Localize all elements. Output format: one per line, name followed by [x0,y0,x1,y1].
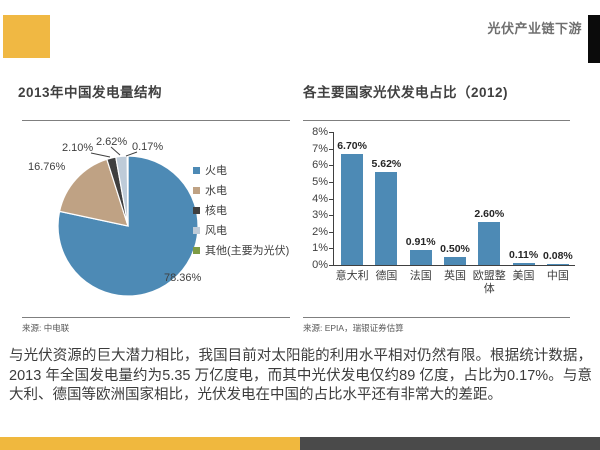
pie-legend: 火电水电核电风电其他(主要为光伏) [193,160,289,260]
y-tick-mark [329,231,333,233]
bar-4 [444,256,466,265]
y-tick-mark [329,248,333,250]
bar-chart-title: 各主要国家光伏发电占比（2012) [303,85,509,100]
y-tick-label: 4% [312,192,328,205]
legend-label: 火电 [205,165,227,177]
y-tick-label: 3% [312,209,328,222]
pie-label-leader-line [90,152,111,158]
pie-slice-5 [126,155,129,227]
y-tick-label: 7% [312,142,328,155]
x-category-label: 欧盟整体 [472,270,506,295]
bar-2 [375,171,398,265]
divider-line [22,317,290,318]
y-tick-mark [329,132,333,133]
legend-item: 其他(主要为光伏) [193,240,289,260]
pie-slice-2 [58,158,129,227]
bar-value-label: 0.08% [543,249,573,262]
x-category-label: 中国 [546,270,569,282]
footer-yellow-segment [0,437,300,450]
legend-label: 其他(主要为光伏) [205,245,290,257]
legend-swatch-icon [193,206,200,214]
y-tick-mark [329,198,333,200]
y-tick-mark [329,148,333,150]
x-axis-line [333,265,575,266]
y-tick-label: 5% [312,175,328,188]
x-category-label: 英国 [444,270,467,282]
legend-swatch-icon [193,226,200,234]
page-title: 光伏产业链下游 [487,21,582,36]
footer-dark-segment [300,437,600,450]
legend-label: 水电 [205,185,227,197]
y-tick-mark [329,265,333,266]
legend-label: 核电 [205,205,227,217]
divider-line [303,120,570,121]
pie-value-label: 0.17% [132,141,163,153]
pie-value-label: 2.10% [62,142,93,154]
bar-value-label: 5.62% [371,157,402,170]
legend-item: 核电 [193,200,289,220]
bar-value-label: 6.70% [337,139,367,152]
pie-chart-title: 2013年中国发电量结构 [18,85,163,100]
bar-value-label: 0.91% [405,235,436,248]
pie-value-label: 78.36% [164,272,202,284]
bar-value-label: 2.60% [474,207,505,220]
y-tick-label: 2% [312,225,328,238]
y-tick-label: 0% [312,259,328,271]
y-tick-label: 6% [312,159,328,172]
bar-source: 来源: EPIA，瑞银证券估算 [303,323,404,333]
pie-label-leader-line [110,146,121,156]
summary-text: 与光伏资源的巨大潜力相比，我国目前对太阳能的利用水平相对仍然有限。根据统计数据，… [9,348,592,403]
footer-bar [0,437,600,450]
y-tick-mark [329,165,333,167]
bar-value-label: 0.11% [508,249,539,262]
bar-value-label: 0.50% [440,242,470,255]
y-tick-label: 1% [312,242,328,255]
bar-7 [546,263,569,265]
pie-label-leader-line [125,151,138,157]
brand-yellow-square [3,15,50,58]
header-black-tab [588,15,600,63]
y-tick-mark [329,215,333,217]
x-category-label: 美国 [512,270,535,282]
x-category-label: 意大利 [335,270,369,282]
x-category-label: 德国 [375,270,398,282]
legend-item: 火电 [193,160,289,180]
legend-item: 风电 [193,220,289,240]
bar-chart: 0% 1% 2% 3% 4% 5% 6% 7% 8% 6.70% 意大利 5.62% 德国 0.91% 法国… [303,124,575,304]
legend-swatch-icon [193,246,200,254]
divider-line [22,120,290,121]
bar-5 [478,221,501,265]
legend-swatch-icon [193,186,200,194]
bar-3 [409,249,432,265]
legend-swatch-icon [193,166,200,174]
y-axis-line [333,132,334,266]
y-tick-label: 8% [312,126,328,138]
y-tick-mark [329,181,333,183]
pie-source: 来源: 中电联 [22,323,70,333]
bar-6 [512,263,535,265]
pie-chart: 78.36% 16.76% 2.10% 2.62% 0.17% [18,128,203,313]
x-category-label: 法国 [409,270,432,282]
legend-item: 水电 [193,180,289,200]
bar-1 [341,153,364,265]
pie-value-label: 2.62% [96,136,127,148]
legend-label: 风电 [205,225,227,237]
divider-line [303,317,570,318]
pie-value-label: 16.76% [28,161,66,173]
